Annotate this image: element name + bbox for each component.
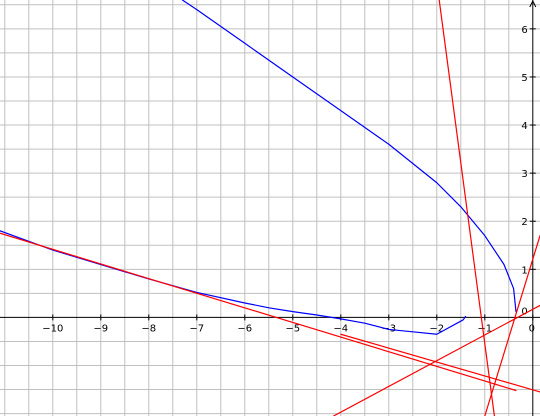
origin-label: 0 [521, 306, 527, 317]
x-tick-label: −2 [429, 323, 444, 334]
y-tick-label: 5 [521, 73, 527, 84]
x-tick-label: −10 [42, 323, 63, 334]
y-tick-label: 2 [521, 217, 527, 228]
x-tick-label: −7 [189, 323, 204, 334]
line-series-3[interactable] [438, 0, 495, 416]
x-tick-label: −9 [93, 323, 108, 334]
y-tick-label: 3 [521, 169, 527, 180]
tick-marks [52, 28, 536, 321]
x-tick-label: −4 [333, 323, 348, 334]
curve-series-1[interactable] [181, 0, 517, 313]
x-tick-label: −5 [285, 323, 300, 334]
x-tick-label: −6 [237, 323, 252, 334]
y-tick-label: 1 [521, 265, 527, 276]
x-tick-label: −8 [141, 323, 156, 334]
x-tick-label: −1 [477, 323, 492, 334]
line-series-4[interactable] [333, 304, 540, 416]
y-tick-label: 6 [521, 25, 527, 36]
y-axis-arrow-icon [529, 0, 537, 8]
y-tick-label: 4 [521, 121, 527, 132]
x-tick-label: 0 [529, 323, 535, 334]
line-series-6[interactable] [340, 333, 540, 393]
line-series-5[interactable] [484, 235, 540, 416]
